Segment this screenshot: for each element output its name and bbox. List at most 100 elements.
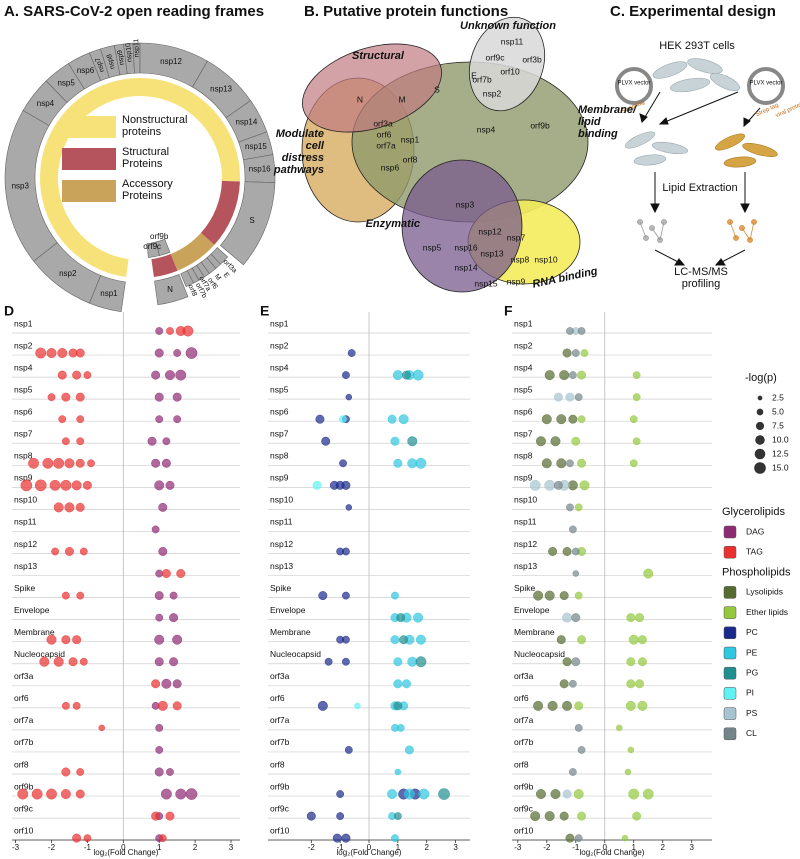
point bbox=[412, 369, 424, 381]
gene-label: nsp12 bbox=[160, 57, 182, 66]
row-label: Membrane bbox=[14, 627, 55, 637]
gene-label: nsp2 bbox=[59, 269, 77, 278]
row-label: orf3a bbox=[514, 671, 534, 681]
point bbox=[172, 392, 182, 402]
point bbox=[154, 348, 164, 358]
point bbox=[574, 701, 584, 711]
row-label: orf10 bbox=[270, 825, 290, 835]
x-tick-label: 2 bbox=[424, 843, 429, 852]
point bbox=[46, 634, 57, 645]
point bbox=[391, 834, 399, 843]
row-label: orf10 bbox=[14, 825, 34, 835]
point bbox=[165, 811, 175, 821]
legend-group: Phospholipids bbox=[722, 566, 791, 578]
point bbox=[154, 591, 164, 601]
member-label: nsp6 bbox=[381, 162, 400, 172]
row-label: nsp2 bbox=[14, 340, 33, 350]
point bbox=[544, 811, 555, 822]
legend-swatch bbox=[723, 586, 737, 599]
point bbox=[57, 348, 68, 358]
point bbox=[61, 635, 71, 645]
point bbox=[568, 414, 578, 424]
x-tick-label: 3 bbox=[453, 843, 458, 852]
point bbox=[571, 349, 580, 357]
point bbox=[75, 348, 85, 358]
point bbox=[533, 700, 544, 711]
gene-label: nsp15 bbox=[245, 142, 267, 151]
point bbox=[562, 657, 572, 667]
gene-label: orf3a bbox=[221, 258, 237, 274]
member-label: nsp7 bbox=[507, 232, 526, 242]
row-label: nsp1 bbox=[514, 318, 533, 328]
row-label: Envelope bbox=[14, 605, 50, 615]
legend-swatch bbox=[62, 116, 116, 138]
x-tick-label: 2 bbox=[660, 843, 665, 852]
member-label: E bbox=[471, 70, 477, 80]
panel-title: C. Experimental design bbox=[610, 3, 776, 20]
point bbox=[637, 635, 647, 645]
point bbox=[342, 371, 350, 379]
point bbox=[571, 657, 581, 667]
point bbox=[393, 679, 403, 689]
member-label: orf3a bbox=[373, 118, 393, 128]
point bbox=[344, 746, 353, 754]
point bbox=[624, 768, 632, 776]
legend-label: Accessory Proteins bbox=[122, 178, 173, 203]
gene-segment bbox=[154, 274, 189, 306]
legend-label: PG bbox=[746, 667, 758, 677]
point bbox=[573, 789, 584, 799]
legend-label: Structural Proteins bbox=[122, 146, 170, 171]
point bbox=[577, 415, 586, 424]
point bbox=[627, 746, 635, 754]
point bbox=[169, 613, 179, 623]
point bbox=[155, 569, 164, 578]
point bbox=[51, 547, 59, 556]
legend-swatch bbox=[62, 148, 116, 170]
point bbox=[342, 591, 350, 600]
point bbox=[151, 458, 161, 468]
row-label: nsp1 bbox=[14, 318, 33, 328]
gene-label: nsp10 bbox=[125, 43, 134, 63]
row-label: Spike bbox=[270, 583, 292, 593]
point bbox=[571, 547, 580, 556]
size-key-label: 5.0 bbox=[772, 406, 784, 416]
gene-label: orf9b bbox=[150, 232, 169, 241]
point bbox=[154, 480, 165, 491]
size-key bbox=[755, 435, 765, 445]
point bbox=[345, 393, 352, 401]
x-tick-label: 1 bbox=[632, 843, 637, 852]
set-enzymatic bbox=[401, 159, 523, 293]
row-label: orf6 bbox=[14, 693, 29, 703]
row-label: Spike bbox=[514, 583, 536, 593]
member-label: orf7b bbox=[472, 74, 492, 84]
point bbox=[158, 834, 167, 843]
point bbox=[175, 369, 187, 381]
row-label: Membrane bbox=[514, 627, 555, 637]
member-label: orf9c bbox=[486, 52, 506, 62]
point bbox=[71, 480, 82, 491]
x-tick-label: -3 bbox=[514, 843, 522, 852]
member-label: nsp1 bbox=[401, 134, 420, 144]
member-label: orf8 bbox=[403, 154, 418, 164]
row-label: Envelope bbox=[514, 605, 550, 615]
point bbox=[53, 502, 64, 513]
point bbox=[324, 657, 333, 666]
point bbox=[82, 480, 92, 490]
profiling-label: LC-MS/MS profiling bbox=[674, 266, 728, 291]
size-key-label: 15.0 bbox=[772, 462, 789, 472]
point bbox=[72, 833, 82, 843]
point bbox=[568, 768, 577, 776]
point bbox=[533, 590, 544, 601]
size-key bbox=[756, 408, 764, 416]
point bbox=[165, 370, 175, 381]
point bbox=[574, 393, 583, 402]
point bbox=[392, 370, 403, 381]
row-label: Membrane bbox=[270, 627, 311, 637]
legend-label: DAG bbox=[746, 526, 764, 536]
cells-label: HEK 293T cells bbox=[659, 40, 735, 52]
point bbox=[393, 458, 403, 468]
size-key-label: 10.0 bbox=[772, 434, 789, 444]
point bbox=[336, 790, 345, 798]
legend-label: Lysolipids bbox=[746, 587, 783, 597]
